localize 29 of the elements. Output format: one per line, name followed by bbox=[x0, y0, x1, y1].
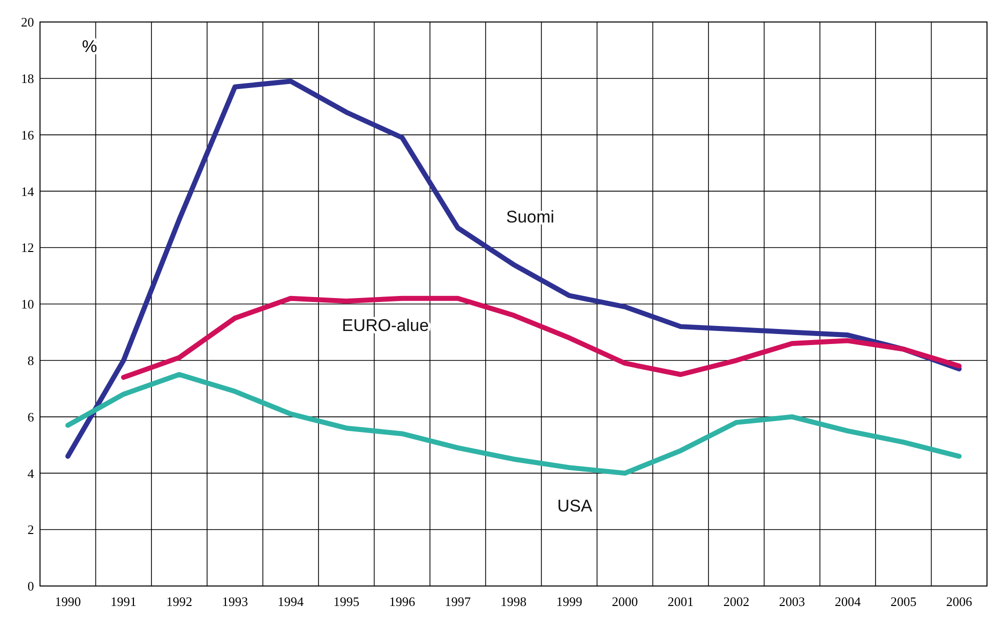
y-tick-label: 12 bbox=[21, 240, 34, 256]
x-tick-label: 1993 bbox=[222, 594, 248, 609]
x-tick-label: 1992 bbox=[166, 594, 192, 609]
x-tick-label: 1996 bbox=[389, 594, 416, 609]
x-tick-label: 2006 bbox=[946, 594, 973, 609]
y-tick-label: 16 bbox=[21, 127, 34, 142]
x-tick-label: 1995 bbox=[333, 594, 360, 609]
x-tick-label: 2001 bbox=[668, 594, 694, 609]
x-tick-label: 1990 bbox=[54, 594, 81, 609]
y-tick-label: 0 bbox=[28, 578, 34, 594]
x-tick-label: 2004 bbox=[834, 594, 862, 609]
x-tick-label: 2000 bbox=[612, 594, 638, 609]
x-tick-label: 1999 bbox=[556, 594, 582, 609]
x-tick-label: 1997 bbox=[444, 594, 472, 609]
y-tick-label: 6 bbox=[28, 409, 34, 424]
x-tick-label: 2003 bbox=[779, 594, 806, 609]
y-tick-label: 2 bbox=[28, 522, 34, 538]
y-tick-label: 4 bbox=[28, 466, 34, 481]
x-tick-label: 2005 bbox=[890, 594, 916, 609]
x-tick-label: 1998 bbox=[500, 594, 526, 609]
x-tick-label: 2002 bbox=[723, 594, 750, 609]
y-tick-label: 14 bbox=[21, 184, 34, 199]
x-tick-label: 1991 bbox=[110, 594, 137, 609]
y-tick-label: 10 bbox=[21, 296, 34, 312]
series-label: USA bbox=[557, 496, 593, 516]
y-tick-label: 8 bbox=[28, 352, 34, 368]
y-tick-label: 18 bbox=[21, 70, 34, 86]
y-tick-label: 20 bbox=[21, 14, 34, 30]
x-tick-label: 1994 bbox=[278, 594, 304, 609]
